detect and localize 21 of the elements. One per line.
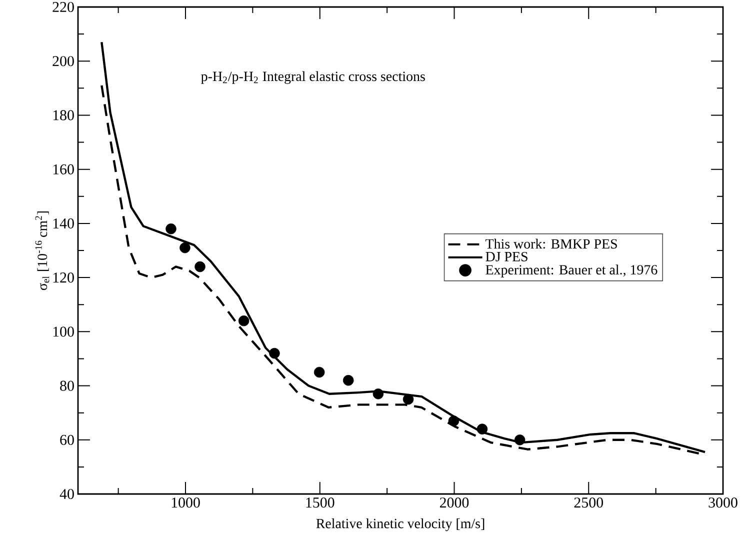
x-tick-label: 2500	[574, 498, 604, 508]
annotation: p-H$_{2}$/p-H$_{2}$ Integral elastic cross sections	[201, 71, 425, 84]
y-tick-label: 220	[52, 2, 74, 12]
y-tick-label: 40	[60, 488, 74, 500]
y-tick-label: 100	[53, 326, 74, 337]
x-tick-label: 1000	[172, 498, 200, 508]
y-tick-label: 160	[53, 164, 74, 174]
legend-label: Experiment: Bauer et al., 1976	[486, 264, 658, 278]
y-tick-label: 60	[60, 434, 74, 445]
legend-label: DJ PES	[486, 252, 528, 262]
x-tick-label: 2000	[440, 498, 469, 508]
legend-label: This work: BMKP PES	[486, 238, 617, 249]
y-axis-title: σ$_{el}$ [10$^{-16}$ cm$^{2}$]	[35, 211, 50, 290]
y-tick-label: 180	[53, 110, 74, 120]
y-tick-label: 200	[52, 56, 74, 66]
x-tick-label: 1500	[306, 498, 334, 508]
x-axis-title: Relative kinetic velocity [m/s]	[316, 518, 484, 532]
y-tick-label: 80	[60, 380, 74, 391]
y-tick-label: 140	[53, 218, 74, 228]
y-tick-label: 120	[53, 272, 74, 283]
x-tick-label: 3000	[708, 498, 738, 508]
